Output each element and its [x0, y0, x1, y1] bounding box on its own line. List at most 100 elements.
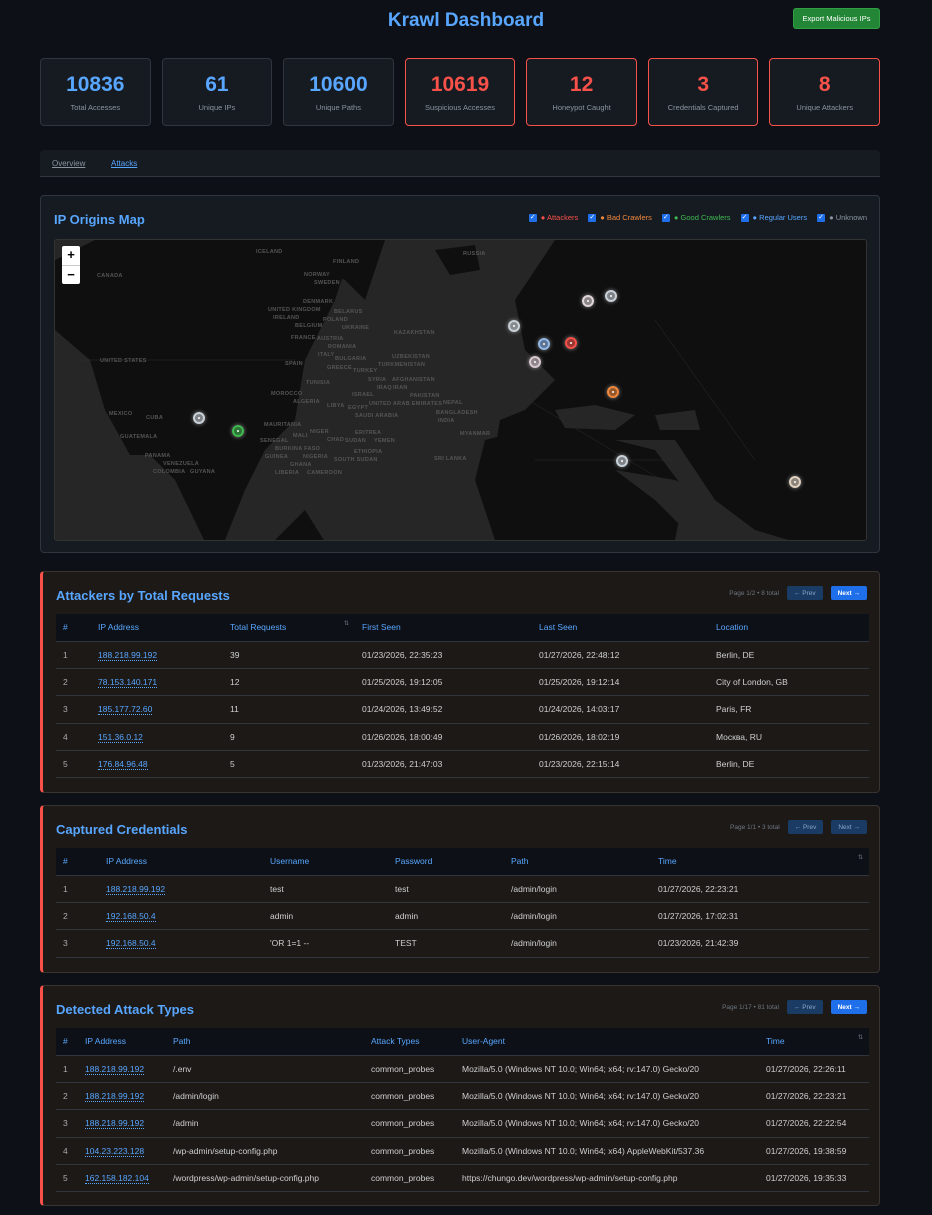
- cell-text: 5: [63, 1173, 68, 1184]
- column-header[interactable]: IP Address: [99, 848, 263, 876]
- column-header-label: First Seen: [362, 622, 401, 633]
- cell-text: 01/25/2026, 19:12:14: [539, 677, 620, 688]
- legend-checkbox[interactable]: ✓: [528, 213, 537, 222]
- ip-address-link[interactable]: 151.36.0.12: [98, 731, 143, 743]
- cell-text: common_probes: [371, 1173, 435, 1184]
- ip-address-link[interactable]: 188.218.99.192: [106, 883, 166, 895]
- column-header[interactable]: Total Requests ⇅: [223, 614, 355, 642]
- map-country-label: ISRAEL: [352, 392, 374, 398]
- ip-address-link[interactable]: 162.158.182.104: [85, 1173, 149, 1185]
- prev-page-button[interactable]: ← Prev: [786, 1000, 823, 1014]
- cell-text: admin: [395, 911, 419, 922]
- map-marker-bad-crawler[interactable]: [607, 386, 619, 398]
- prev-page-button[interactable]: ← Prev: [787, 820, 824, 834]
- cell-text: 01/27/2026, 22:23:21: [766, 1091, 847, 1102]
- map-country-label: UKRAINE: [342, 325, 370, 331]
- map-country-label: MALI: [293, 433, 308, 439]
- prev-page-button[interactable]: ← Prev: [786, 586, 823, 600]
- ip-address-link[interactable]: 188.218.99.192: [85, 1118, 145, 1130]
- legend-checkbox[interactable]: ✓: [588, 213, 597, 222]
- export-malicious-ips-button[interactable]: Export Malicious IPs: [793, 8, 880, 29]
- legend-checkbox[interactable]: ✓: [740, 213, 749, 222]
- table-cell: Mozilla/5.0 (Windows NT 10.0; Win64; x64…: [455, 1109, 759, 1138]
- legend-checkbox[interactable]: ✓: [661, 213, 670, 222]
- map-marker-unknown[interactable]: [605, 290, 617, 302]
- ip-origins-map[interactable]: + − CANADA ICELAND FINLAND NORWAY SWEDEN RUSS…: [54, 239, 867, 541]
- legend-item[interactable]: ✓ ● Bad Crawlers: [588, 213, 652, 222]
- stat-card: 12 Honeypot Caught: [526, 58, 637, 126]
- map-marker-unknown[interactable]: [789, 476, 801, 488]
- column-header[interactable]: #: [56, 848, 99, 876]
- legend-item[interactable]: ✓ ● Attackers: [528, 213, 578, 222]
- ip-address-link[interactable]: 188.218.99.192: [98, 649, 158, 661]
- column-header[interactable]: #: [56, 1028, 78, 1056]
- legend-checkbox[interactable]: ✓: [817, 213, 826, 222]
- column-header[interactable]: IP Address: [91, 614, 223, 642]
- cell-text: 5: [63, 759, 68, 770]
- map-country-label: SPAIN: [285, 361, 303, 367]
- column-header[interactable]: IP Address: [78, 1028, 166, 1056]
- column-header[interactable]: Attack Types: [364, 1028, 455, 1056]
- table-cell: test: [388, 875, 504, 903]
- column-header[interactable]: Path: [166, 1028, 364, 1056]
- map-marker-unknown[interactable]: [508, 320, 520, 332]
- ip-address-link[interactable]: 185.177.72.60: [98, 704, 153, 716]
- ip-address-link[interactable]: 192.168.50.4: [106, 938, 156, 950]
- next-page-button[interactable]: Next →: [830, 1000, 867, 1014]
- legend-item[interactable]: ✓ ● Regular Users: [740, 213, 807, 222]
- column-header[interactable]: User-Agent: [455, 1028, 759, 1056]
- map-land-layer: [55, 240, 866, 540]
- table-row: 4 151.36.0.12 9 01/26/2026, 18:00:49 01/26/2…: [56, 723, 869, 752]
- column-header[interactable]: Username: [263, 848, 388, 876]
- map-marker-unknown[interactable]: [616, 455, 628, 467]
- map-marker-unknown[interactable]: [529, 356, 541, 368]
- cell-text: 11: [230, 704, 239, 715]
- sort-icon[interactable]: ⇅: [343, 621, 349, 627]
- legend-item[interactable]: ✓ ● Good Crawlers: [661, 213, 731, 222]
- map-country-label: MOROCCO: [271, 391, 303, 397]
- legend-item[interactable]: ✓ ● Unknown: [817, 213, 867, 222]
- ip-address-link[interactable]: 78.153.140.171: [98, 677, 158, 689]
- column-header[interactable]: Time ⇅: [759, 1028, 869, 1056]
- ip-address-link[interactable]: 188.218.99.192: [85, 1091, 145, 1103]
- map-marker-good-crawler[interactable]: [232, 425, 244, 437]
- cell-text: 01/27/2026, 19:38:59: [766, 1145, 847, 1156]
- cell-text: https://chungo.dev/wordpress/wp-admin/se…: [462, 1173, 678, 1184]
- column-header[interactable]: Last Seen: [532, 614, 709, 642]
- ip-address-link[interactable]: 176.84.96.48: [98, 759, 148, 771]
- cell-text: 01/23/2026, 21:42:39: [658, 938, 739, 949]
- table-row: 3 185.177.72.60 11 01/24/2026, 13:49:52 01/2…: [56, 695, 869, 724]
- map-marker-attacker[interactable]: [565, 337, 577, 349]
- map-country-label: LIBERIA: [275, 470, 300, 476]
- tab-bar: Overview Attacks: [40, 150, 880, 177]
- column-header[interactable]: Password: [388, 848, 504, 876]
- table-cell: /wp-admin/setup-config.php: [166, 1137, 364, 1166]
- ip-address-link[interactable]: 192.168.50.4: [106, 911, 156, 923]
- map-marker-unknown[interactable]: [193, 412, 205, 424]
- tab-attacks[interactable]: Attacks: [111, 159, 138, 168]
- zoom-in-button[interactable]: +: [67, 247, 75, 262]
- ip-address-link[interactable]: 104.23.223.128: [85, 1145, 145, 1157]
- column-header[interactable]: Path: [504, 848, 651, 876]
- table-cell: common_probes: [364, 1082, 455, 1111]
- column-header[interactable]: First Seen: [355, 614, 532, 642]
- stat-card: 10600 Unique Paths: [283, 58, 394, 126]
- ip-address-link[interactable]: 188.218.99.192: [85, 1063, 145, 1075]
- column-header[interactable]: #: [56, 614, 91, 642]
- section-title: Detected Attack Types: [56, 1002, 194, 1017]
- map-marker-unknown[interactable]: [582, 295, 594, 307]
- map-country-label: GUYANA: [190, 469, 216, 475]
- map-marker-regular-user[interactable]: [538, 338, 550, 350]
- sort-icon[interactable]: ⇅: [857, 1035, 863, 1041]
- next-page-button[interactable]: Next →: [831, 820, 867, 834]
- zoom-out-button[interactable]: −: [62, 265, 80, 284]
- tab-overview[interactable]: Overview: [52, 159, 86, 168]
- column-header[interactable]: Location: [709, 614, 869, 642]
- sort-icon[interactable]: ⇅: [857, 855, 863, 861]
- column-header[interactable]: Time ⇅: [651, 848, 869, 876]
- legend-label: ● Good Crawlers: [673, 213, 731, 222]
- table-cell: /admin/login: [504, 875, 651, 903]
- table-cell: 192.168.50.4: [99, 929, 263, 958]
- next-page-button[interactable]: Next →: [830, 586, 867, 600]
- stat-value: 10619: [430, 72, 490, 96]
